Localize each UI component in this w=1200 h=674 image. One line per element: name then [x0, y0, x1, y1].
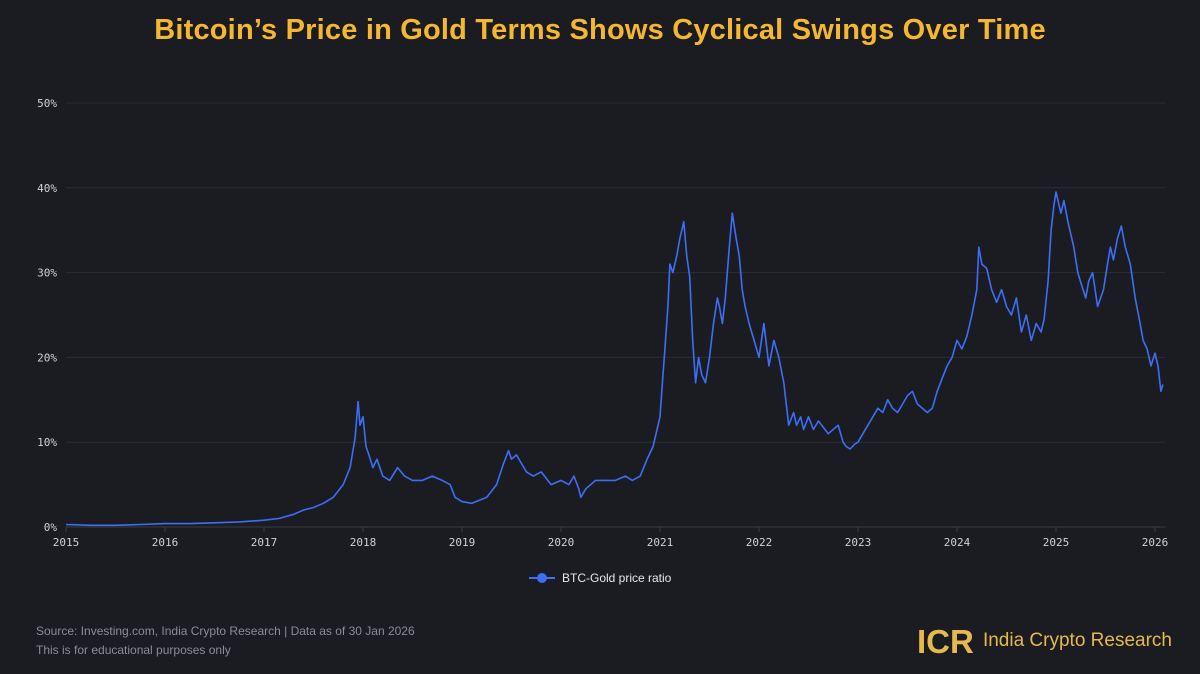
y-tick-label: 30%: [37, 267, 57, 280]
legend-swatch-icon: [528, 572, 555, 583]
x-tick-label: 2017: [251, 536, 278, 549]
footer: Source: Investing.com, India Crypto Rese…: [36, 622, 415, 660]
x-tick-label: 2026: [1142, 536, 1169, 549]
svg-text:ICR: ICR: [917, 624, 973, 658]
y-tick-label: 50%: [37, 97, 57, 110]
y-tick-label: 40%: [37, 182, 57, 195]
y-axis-ticks: 0% 10% 20% 30% 40% 50%: [37, 97, 57, 534]
y-tick-label: 0%: [44, 521, 58, 534]
x-tick-label: 2016: [152, 536, 179, 549]
x-tick-label: 2025: [1043, 536, 1070, 549]
disclaimer-note: This is for educational purposes only: [36, 643, 231, 657]
x-tick-label: 2015: [53, 536, 80, 549]
y-tick-label: 20%: [37, 351, 57, 364]
brand: ICR India Crypto Research: [917, 622, 1172, 660]
x-tick-label: 2022: [746, 536, 773, 549]
x-tick-label: 2018: [350, 536, 377, 549]
x-tick-label: 2021: [647, 536, 674, 549]
legend[interactable]: BTC-Gold price ratio: [0, 570, 1200, 585]
x-tick-label: 2020: [548, 536, 575, 549]
gridlines: [66, 102, 1165, 528]
brand-name: India Crypto Research: [982, 630, 1172, 651]
source-note: Source: Investing.com, India Crypto Rese…: [36, 624, 415, 638]
series-line-btc-gold-ratio: [65, 191, 1164, 527]
chart-title: Bitcoin’s Price in Gold Terms Shows Cycl…: [154, 14, 1046, 46]
x-axis-ticks: 2015 2016 2017 2018 2019 2020 2021 2022 2023 2024…: [53, 527, 1169, 549]
x-tick-label: 2023: [845, 536, 872, 549]
x-tick-label: 2024: [944, 536, 971, 549]
icr-logo-icon: ICR: [917, 624, 973, 658]
y-tick-label: 10%: [37, 436, 57, 449]
legend-label: BTC-Gold price ratio: [561, 570, 672, 585]
x-tick-label: 2019: [449, 536, 476, 549]
